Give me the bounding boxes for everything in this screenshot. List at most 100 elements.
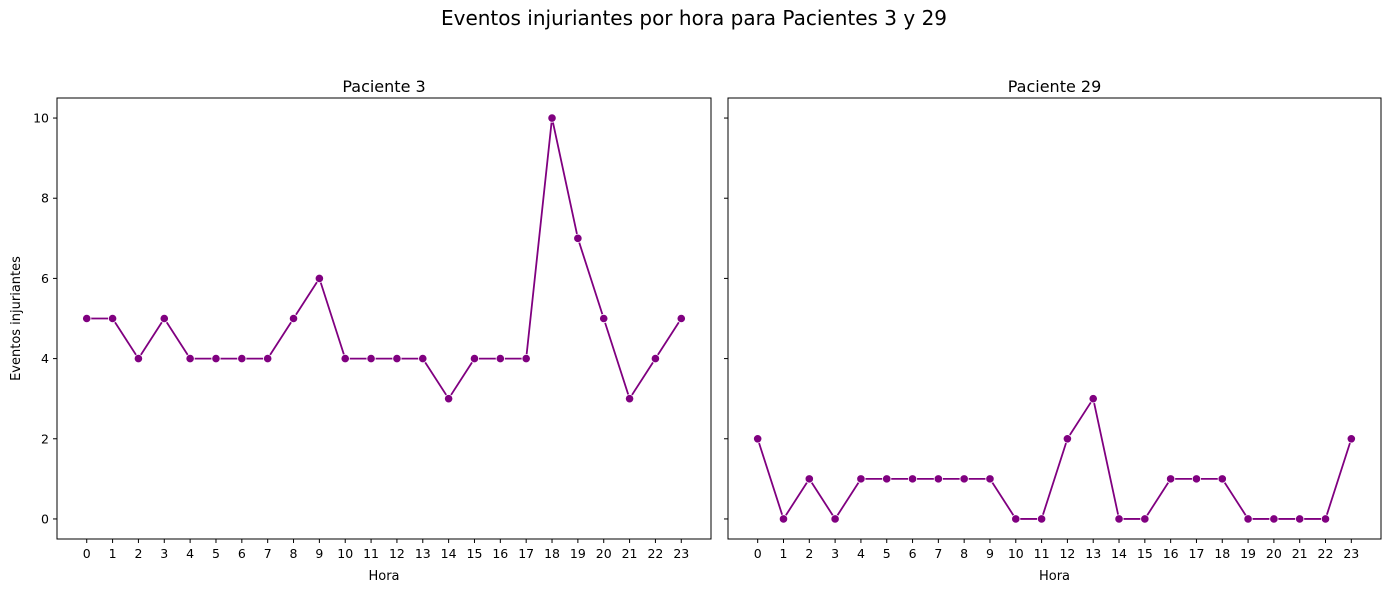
x-tick-label: 20 [1266, 546, 1282, 561]
data-point [1269, 514, 1279, 524]
y-tick-label: 2 [41, 431, 49, 446]
x-tick-label: 1 [109, 546, 117, 561]
data-point [263, 353, 273, 364]
x-tick-label: 13 [1085, 546, 1101, 561]
data-point [469, 353, 480, 364]
subplot-title: Paciente 29 [1008, 77, 1102, 96]
data-point [856, 474, 866, 484]
x-tick-label: 4 [186, 546, 194, 561]
x-tick-label: 16 [492, 546, 508, 561]
x-tick-label: 21 [1292, 546, 1308, 561]
y-tick-label: 6 [41, 271, 49, 286]
data-point [907, 474, 918, 484]
data-point [211, 353, 221, 364]
x-tick-label: 8 [290, 546, 298, 561]
subplot-paciente-29: Paciente 290 1 2 3 4 5 6 7 8 9 10 11 12 13 14 15 16 17 18 1… [724, 77, 1382, 584]
data-point [1140, 514, 1150, 524]
x-tick-label: 7 [264, 546, 272, 561]
x-tick-label: 18 [544, 546, 560, 561]
x-tick-label: 19 [570, 546, 586, 561]
data-point [1166, 474, 1176, 484]
x-tick-label: 9 [986, 546, 994, 561]
data-point [753, 434, 763, 444]
x-tick-label: 16 [1163, 546, 1179, 561]
x-tick-label: 7 [934, 546, 942, 561]
x-tick-label: 10 [337, 546, 353, 561]
data-point [650, 353, 661, 364]
y-tick-label: 4 [41, 351, 49, 366]
data-point [82, 313, 92, 324]
data-point [314, 273, 324, 284]
data-point [1088, 394, 1098, 404]
figure-title: Eventos injuriantes por hora para Pacien… [441, 6, 947, 30]
x-tick-label: 3 [160, 546, 168, 561]
series-line [756, 397, 1353, 520]
plot-frame [727, 97, 1382, 540]
x-tick-label: 6 [238, 546, 246, 561]
data-point [1295, 514, 1305, 524]
x-tick-label: 4 [857, 546, 865, 561]
x-tick-label: 11 [1034, 546, 1050, 561]
x-tick-label: 22 [647, 546, 663, 561]
x-axis-label: Hora [368, 569, 399, 584]
x-tick-label: 18 [1214, 546, 1230, 561]
data-point [340, 353, 350, 364]
x-tick-label: 19 [1240, 546, 1256, 561]
x-tick-label: 0 [754, 546, 762, 561]
data-point [573, 233, 583, 243]
x-tick-label: 14 [1111, 546, 1127, 561]
subplot-paciente-3: Paciente 30 1 2 3 4 5 6 7 8 9 10 11 12 13 14 15 16 17 18 19… [9, 77, 712, 584]
data-point [237, 353, 247, 364]
data-point [159, 313, 169, 324]
data-point [882, 474, 892, 484]
data-point [495, 353, 505, 364]
y-tick-label: 0 [41, 511, 49, 526]
data-point [418, 353, 428, 364]
data-point [1114, 514, 1124, 524]
data-point [1191, 474, 1202, 484]
x-tick-label: 2 [134, 546, 142, 561]
x-tick-label: 5 [212, 546, 220, 561]
data-point [985, 474, 995, 484]
data-point [676, 313, 686, 324]
data-point [1036, 514, 1047, 524]
x-tick-label: 1 [780, 546, 788, 561]
x-tick-label: 22 [1318, 546, 1334, 561]
data-point [959, 474, 969, 484]
x-tick-label: 15 [1137, 546, 1153, 561]
y-axis-label: Eventos injuriantes [9, 256, 24, 381]
x-tick-label: 11 [363, 546, 379, 561]
data-point [107, 313, 118, 324]
x-tick-label: 23 [1343, 546, 1359, 561]
x-tick-label: 15 [467, 546, 483, 561]
x-tick-label: 0 [83, 546, 91, 561]
x-tick-label: 17 [1189, 546, 1205, 561]
data-point [288, 313, 299, 324]
x-tick-label: 12 [1059, 546, 1075, 561]
data-point [1243, 514, 1253, 524]
x-axis-label: Hora [1039, 569, 1070, 584]
data-point [1011, 514, 1021, 524]
data-point [133, 353, 144, 364]
data-point [1217, 474, 1227, 484]
x-tick-label: 10 [1008, 546, 1024, 561]
x-tick-label: 23 [673, 546, 689, 561]
data-point [1346, 434, 1356, 444]
data-point [392, 353, 402, 364]
subplot-title: Paciente 3 [342, 77, 425, 96]
data-point [599, 313, 609, 324]
y-tick-label: 8 [41, 191, 49, 206]
x-tick-label: 8 [960, 546, 968, 561]
x-tick-label: 17 [518, 546, 534, 561]
data-point [1320, 514, 1331, 524]
x-tick-label: 14 [441, 546, 457, 561]
x-tick-label: 9 [315, 546, 323, 561]
x-tick-label: 6 [909, 546, 917, 561]
series-line [86, 117, 683, 400]
x-tick-label: 12 [389, 546, 405, 561]
data-point [547, 113, 557, 123]
x-tick-label: 21 [622, 546, 638, 561]
x-tick-label: 13 [415, 546, 431, 561]
plot-frame [56, 97, 712, 540]
